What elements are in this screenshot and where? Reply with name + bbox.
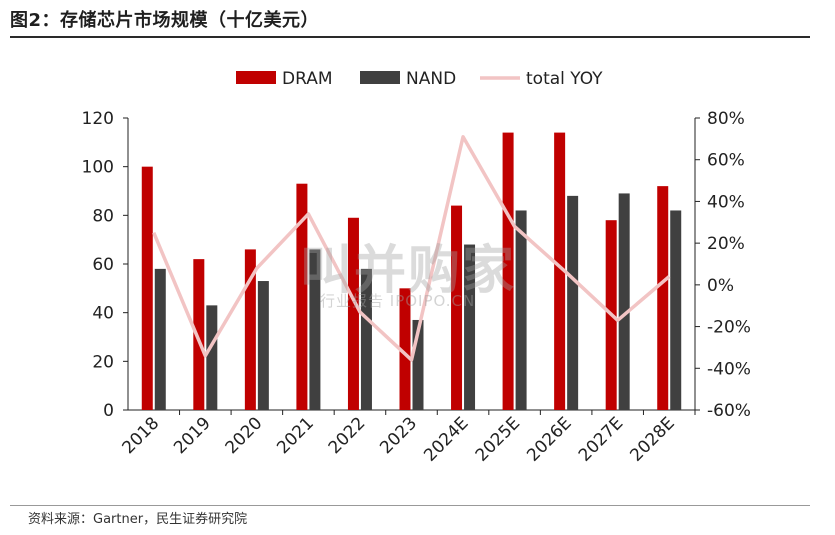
right-tick-label: 60% (707, 151, 745, 171)
bar-nand (154, 268, 166, 410)
bar-nand (309, 249, 321, 410)
legend-swatch (236, 71, 276, 84)
x-tick-label: 2018 (119, 413, 164, 458)
footer-divider (10, 505, 810, 506)
x-tick-label: 2024E (420, 413, 472, 465)
bar-nand (618, 193, 630, 410)
left-tick-label: 60 (92, 255, 114, 275)
left-tick-label: 80 (92, 206, 114, 226)
x-tick-label: 2027E (575, 413, 627, 465)
title-divider (10, 36, 810, 38)
legend-swatch (360, 71, 400, 84)
bar-dram (399, 288, 411, 410)
bar-dram (296, 183, 308, 410)
right-tick-label: 80% (707, 109, 745, 129)
bar-dram (451, 205, 463, 410)
watermark-main: 叫并购家 (300, 241, 517, 301)
bar-nand (206, 305, 218, 410)
x-tick-label: 2028E (626, 413, 678, 465)
x-tick-label: 2025E (472, 413, 524, 465)
left-tick-label: 0 (103, 401, 114, 421)
right-tick-label: -60% (707, 401, 751, 421)
x-tick-label: 2021 (273, 413, 318, 458)
right-tick-label: 40% (707, 192, 745, 212)
right-tick-label: -40% (707, 359, 751, 379)
left-tick-label: 100 (82, 158, 114, 178)
chart-axes (123, 117, 700, 415)
bar-nand (257, 281, 269, 410)
legend-label: NAND (406, 69, 456, 89)
market-size-chart: DRAM NAND total YOY 0 20 40 60 80 100 120 -60% -40… (82, 69, 751, 466)
bar-dram (347, 217, 359, 410)
bar-nand (360, 268, 372, 410)
left-tick-label: 120 (82, 109, 114, 129)
x-tick-label: 2019 (170, 413, 215, 458)
x-tick-label: 2020 (222, 413, 267, 458)
source-note: 资料来源：Gartner，民生证券研究院 (28, 512, 248, 527)
chart-line (152, 135, 671, 362)
bar-dram (244, 249, 256, 410)
bar-nand (567, 195, 579, 410)
bar-dram (502, 132, 514, 410)
chart-title: 图2：存储芯片市场规模（十亿美元） (10, 10, 320, 31)
chart-legend: DRAM NAND total YOY (236, 69, 603, 89)
bar-dram (141, 166, 153, 410)
left-tick-label: 20 (92, 352, 114, 372)
x-tick-label: 2026E (523, 413, 575, 465)
bar-dram (657, 186, 669, 410)
bar-dram (193, 259, 205, 410)
x-tick-label: 2022 (325, 413, 370, 458)
right-tick-label: 20% (707, 234, 745, 254)
bar-nand (515, 210, 527, 410)
bar-nand (412, 319, 424, 410)
right-tick-label: 0% (707, 276, 734, 296)
legend-label: total YOY (526, 69, 603, 89)
bar-nand (464, 244, 476, 410)
bar-dram (554, 132, 566, 410)
watermark-sub: 行业报告 IPOIPO.CN (320, 292, 476, 310)
right-tick-label: -20% (707, 318, 751, 338)
bar-nand (670, 210, 682, 410)
legend-label: DRAM (282, 69, 333, 89)
left-tick-label: 40 (92, 304, 114, 324)
x-tick-label: 2023 (376, 413, 421, 458)
